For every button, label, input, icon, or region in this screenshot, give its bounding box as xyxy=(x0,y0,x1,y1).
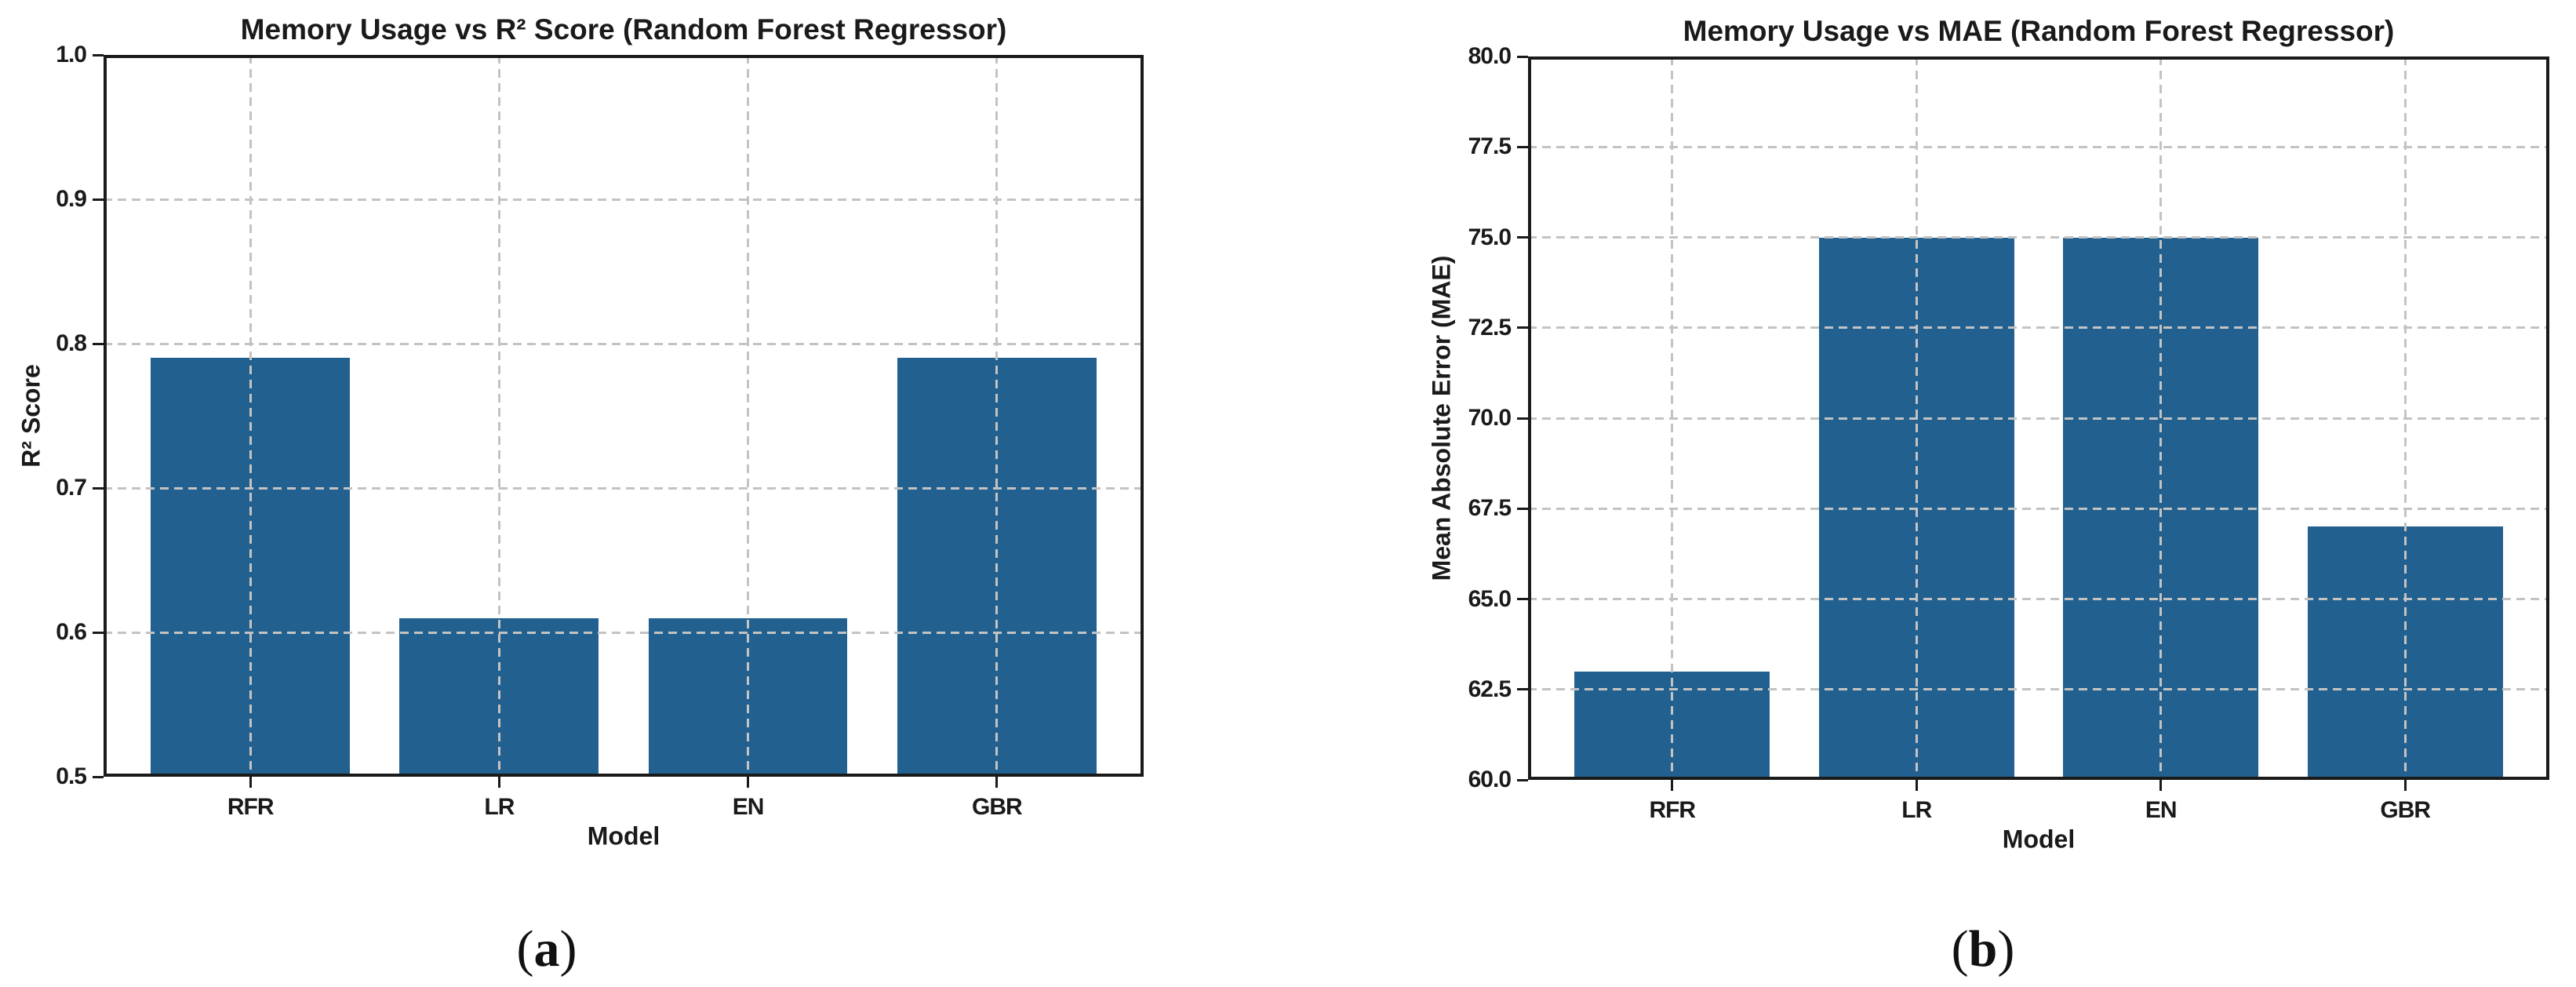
chart-a-y-axis-label: R² Score xyxy=(16,364,45,468)
x-tick-mark xyxy=(747,777,750,788)
y-tick-label: 77.5 xyxy=(1468,133,1512,160)
v-gridline xyxy=(1671,56,1674,780)
y-tick-label: 0.9 xyxy=(56,186,87,212)
y-tick-label: 0.8 xyxy=(56,330,87,356)
v-gridline xyxy=(497,55,500,777)
caption-a: (a) xyxy=(517,920,577,979)
x-tick-label: RFR xyxy=(1649,797,1696,823)
chart-b-title: Memory Usage vs MAE (Random Forest Regre… xyxy=(1683,15,2395,47)
h-gridline xyxy=(1528,145,2549,148)
caption-b: (b) xyxy=(1952,920,2015,979)
h-gridline xyxy=(104,342,1144,345)
y-tick-mark xyxy=(1517,145,1528,148)
y-tick-label: 62.5 xyxy=(1468,676,1512,702)
chart-b-y-axis-label: Mean Absolute Error (MAE) xyxy=(1427,255,1456,581)
v-gridline xyxy=(249,55,252,777)
y-tick-label: 72.5 xyxy=(1468,314,1512,341)
chart-a-plot-area: 0.5 0.6 0.7 0.8 0.9 1.0 RFR LR EN GBR xyxy=(56,42,1144,820)
v-gridline xyxy=(1915,56,1918,780)
h-gridline xyxy=(104,631,1144,634)
y-tick-label: 0.7 xyxy=(56,475,87,501)
x-tick-label: LR xyxy=(484,794,515,820)
y-tick-mark xyxy=(1517,507,1528,510)
y-tick-mark xyxy=(93,486,104,490)
y-tick-mark xyxy=(93,342,104,345)
y-tick-mark xyxy=(1517,236,1528,239)
caption-a-close-paren: ) xyxy=(559,920,577,978)
v-gridline xyxy=(747,55,750,777)
y-tick-label: 65.0 xyxy=(1468,585,1512,612)
y-tick-mark xyxy=(93,775,104,778)
caption-b-close-paren: ) xyxy=(1997,920,2015,978)
y-tick-mark xyxy=(1517,598,1528,600)
y-tick-label: 75.0 xyxy=(1468,224,1512,250)
h-gridline xyxy=(104,486,1144,490)
v-gridline xyxy=(995,55,999,777)
x-tick-mark xyxy=(497,777,500,788)
y-tick-mark xyxy=(93,631,104,634)
x-tick-label: GBR xyxy=(971,794,1023,820)
chart-a-title: Memory Usage vs R² Score (Random Forest … xyxy=(240,13,1007,46)
x-tick-mark xyxy=(2159,780,2163,791)
v-gridline xyxy=(2159,56,2163,780)
y-tick-mark xyxy=(93,198,104,201)
y-tick-label: 60.0 xyxy=(1468,767,1512,792)
x-tick-mark xyxy=(249,777,252,788)
h-gridline xyxy=(1528,417,2549,420)
h-gridline xyxy=(104,198,1144,201)
caption-a-letter: a xyxy=(533,920,560,978)
chart-b-x-axis-label: Model xyxy=(2002,825,2076,854)
plot-spines xyxy=(1528,56,2549,780)
x-tick-mark xyxy=(2403,780,2407,791)
y-tick-mark xyxy=(1517,326,1528,330)
x-tick-mark xyxy=(1671,780,1674,791)
y-tick-label: 67.5 xyxy=(1468,495,1512,522)
x-tick-label: LR xyxy=(1901,797,1932,823)
x-tick-mark xyxy=(995,777,999,788)
y-tick-mark xyxy=(1517,55,1528,58)
y-tick-label: 0.5 xyxy=(56,763,87,789)
chart-a-x-axis-label: Model xyxy=(587,821,660,850)
caption-b-open-paren: ( xyxy=(1951,920,1969,978)
y-tick-mark xyxy=(93,53,104,56)
x-tick-label: RFR xyxy=(227,794,275,820)
x-tick-label: GBR xyxy=(2380,797,2431,823)
y-tick-label: 70.0 xyxy=(1468,405,1512,431)
y-tick-mark xyxy=(1517,417,1528,420)
h-gridline xyxy=(1528,688,2549,691)
x-tick-mark xyxy=(1915,780,1918,791)
y-tick-label: 1.0 xyxy=(56,42,87,67)
h-gridline xyxy=(1528,326,2549,330)
x-tick-label: EN xyxy=(732,794,765,820)
y-tick-label: 80.0 xyxy=(1468,43,1512,69)
caption-b-letter: b xyxy=(1968,920,1998,978)
y-tick-mark xyxy=(1517,778,1528,781)
v-gridline xyxy=(2403,56,2407,780)
y-tick-label: 0.6 xyxy=(56,619,87,645)
caption-a-open-paren: ( xyxy=(516,920,534,978)
x-tick-label: EN xyxy=(2145,797,2178,823)
h-gridline xyxy=(1528,236,2549,239)
h-gridline xyxy=(1528,598,2549,600)
plot-spines xyxy=(104,55,1144,777)
y-tick-mark xyxy=(1517,688,1528,691)
chart-b-plot-area: 60.0 62.5 65.0 67.5 70.0 72.5 75.0 77.5 80.0 RFR L… xyxy=(1468,43,2549,823)
h-gridline xyxy=(1528,507,2549,510)
